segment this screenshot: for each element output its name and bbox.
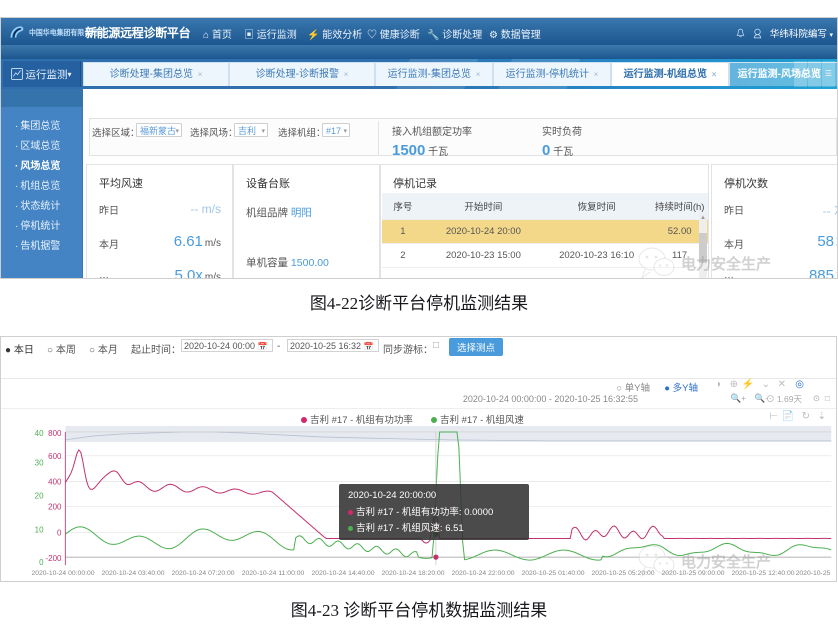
svg-text:800: 800	[48, 429, 62, 438]
svg-text:200: 200	[48, 502, 62, 511]
svg-text:400: 400	[48, 478, 62, 487]
svg-text:20: 20	[35, 492, 44, 501]
svg-text:600: 600	[48, 452, 62, 461]
svg-text:10: 10	[35, 525, 44, 534]
svg-text:40: 40	[35, 429, 44, 438]
svg-text:0: 0	[57, 528, 62, 537]
svg-text:30: 30	[35, 459, 44, 468]
svg-text:-200: -200	[46, 554, 62, 563]
svg-text:0: 0	[39, 558, 44, 567]
